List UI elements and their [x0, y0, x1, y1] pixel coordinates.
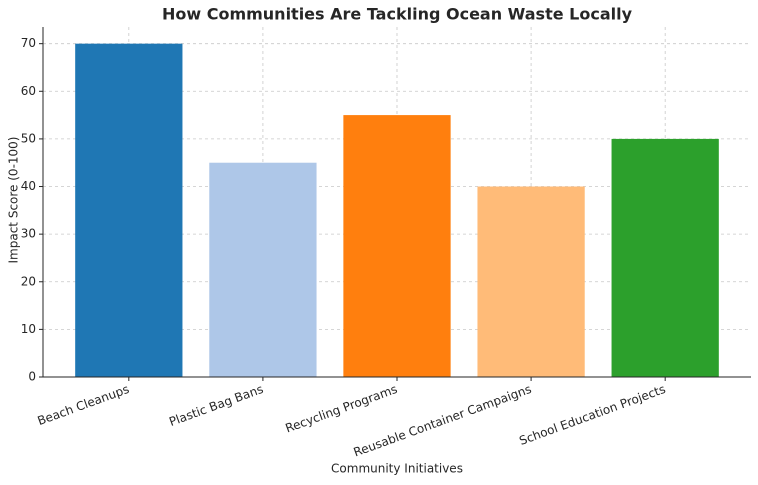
y-axis-label: Impact Score (0-100)	[7, 137, 21, 264]
x-tick-label: Recycling Programs	[283, 382, 399, 436]
x-tick-label: School Education Projects	[517, 382, 667, 448]
y-tick-label: 60	[21, 84, 36, 98]
x-tick-label: Plastic Bag Bans	[167, 382, 265, 429]
x-axis-label: Community Initiatives	[331, 462, 463, 476]
y-tick-label: 50	[21, 131, 36, 145]
y-tick-label: 10	[21, 322, 36, 336]
y-tick-label: 0	[28, 370, 36, 384]
chart-title: How Communities Are Tackling Ocean Waste…	[162, 5, 633, 24]
bar	[75, 43, 183, 378]
y-tick-label: 70	[21, 36, 36, 50]
y-tick-label: 20	[21, 274, 36, 288]
bar	[209, 162, 317, 377]
y-tick-label: 30	[21, 227, 36, 241]
bar	[343, 115, 451, 377]
bar	[477, 186, 585, 377]
y-tick-label: 40	[21, 179, 36, 193]
bar	[611, 138, 719, 377]
x-tick-label: Beach Cleanups	[36, 382, 131, 428]
